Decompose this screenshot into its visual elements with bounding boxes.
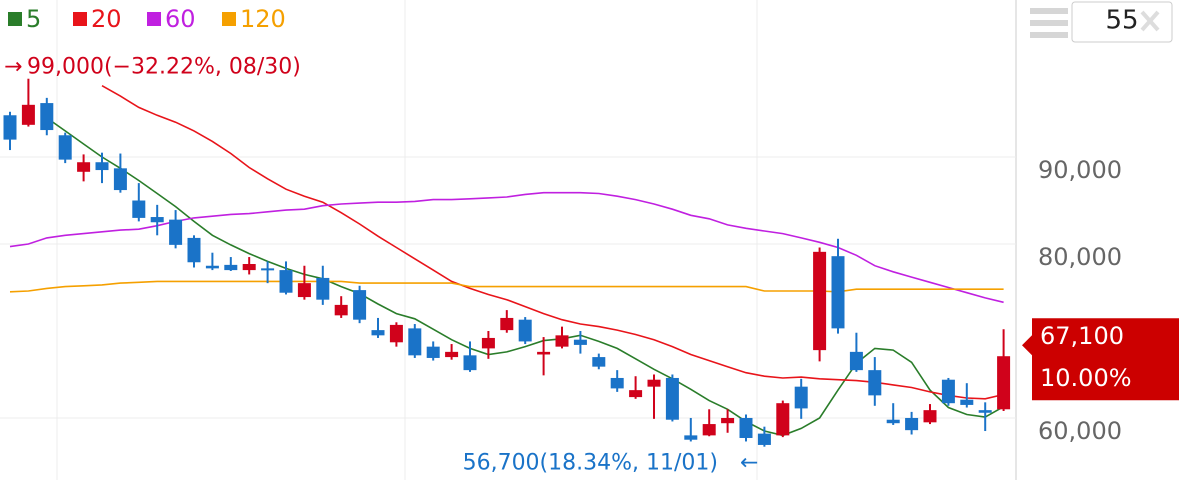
high-arrow: → (4, 55, 22, 80)
price-tag-label: 67,100 (1040, 322, 1124, 350)
candle-body (629, 390, 643, 398)
y-tick-label: 80,000 (1038, 243, 1122, 271)
ma-lines (9, 85, 1004, 437)
candle-body (169, 219, 183, 245)
candle-body (923, 410, 937, 423)
candle-body (3, 115, 17, 140)
y-tick-label: 90,000 (1038, 156, 1122, 184)
count-box-frame (1071, 1, 1173, 43)
candle-body (592, 357, 606, 367)
candle-body (997, 356, 1011, 410)
candle-body (77, 162, 91, 172)
legend-label: 60 (165, 5, 196, 33)
candle-body (297, 283, 311, 298)
legend-label: 20 (91, 5, 122, 33)
candle-body (242, 264, 256, 271)
y-tick-label: 60,000 (1038, 417, 1122, 445)
candle-body (647, 379, 661, 387)
high-label: 99,000(−32.22%, 08/30) (27, 55, 301, 80)
candle-body (389, 324, 403, 343)
candle-body (665, 377, 679, 420)
candle-body (481, 337, 495, 349)
candle-body (905, 417, 919, 431)
candle-body (334, 304, 348, 316)
candle-body (58, 135, 72, 160)
candle-body (794, 386, 808, 409)
candle-body (776, 403, 790, 436)
candle-body (960, 399, 974, 405)
price-tag (1022, 318, 1179, 401)
legend-swatch (222, 12, 236, 26)
candle-body (518, 319, 532, 342)
candles (3, 78, 1011, 447)
candle-body (868, 370, 882, 396)
candle-body (261, 268, 275, 271)
count-box[interactable]: 55 (1071, 1, 1173, 43)
candle-body (463, 355, 477, 371)
price-tag-change: 10.00% (1040, 364, 1132, 392)
candle-body (353, 290, 367, 320)
candle-body (757, 433, 771, 445)
low-label: 56,700(18.34%, 11/01) (463, 451, 718, 476)
ma-line (46, 117, 1004, 437)
candle-body (721, 417, 735, 424)
ma-line (101, 85, 1004, 400)
clear-icon[interactable] (1140, 10, 1160, 32)
candle-body (279, 270, 293, 293)
candle-body (95, 162, 109, 171)
legend-label: 5 (26, 5, 41, 33)
candle-body (21, 104, 35, 125)
candle-body (684, 435, 698, 440)
candle-body (408, 328, 422, 356)
candle-body (739, 417, 753, 438)
candle-body (849, 351, 863, 371)
candle-body (537, 351, 551, 355)
menu-bar (1030, 32, 1068, 38)
candle-body (941, 379, 955, 404)
candle-body (500, 317, 514, 331)
candle-body (187, 237, 201, 263)
candle-body (702, 424, 716, 436)
candle-body (831, 256, 845, 329)
candle-body (205, 265, 219, 269)
menu-bar (1030, 20, 1068, 26)
low-arrow: ← (740, 451, 758, 476)
legend-swatch (147, 12, 161, 26)
candle-body (813, 251, 827, 351)
candle-body (316, 277, 330, 300)
legend-label: 120 (240, 5, 286, 33)
candle-body (610, 377, 624, 389)
legend-swatch (73, 12, 87, 26)
menu-bar (1030, 8, 1068, 14)
candle-body (371, 330, 385, 336)
ma-line (9, 280, 1004, 293)
candle-body (886, 419, 900, 424)
candle-body (40, 103, 54, 131)
candle-body (445, 351, 459, 358)
candle-body (978, 410, 992, 413)
overlay: 5 20 60 120 → 99,000(−32.22%, 08/30) 56,700(18… (4, 5, 1179, 476)
candle-body (426, 346, 440, 358)
menu-button[interactable] (1030, 8, 1068, 38)
count-label: 55 (1105, 6, 1138, 36)
candle-body (132, 200, 146, 218)
grid: 60,000 80,000 90,000 (0, 156, 1122, 445)
candle-body (573, 339, 587, 345)
candle-body (224, 264, 238, 271)
candle-body (113, 168, 127, 191)
legend-swatch (8, 12, 22, 26)
candle-body (150, 217, 164, 223)
candle-body (555, 335, 569, 347)
